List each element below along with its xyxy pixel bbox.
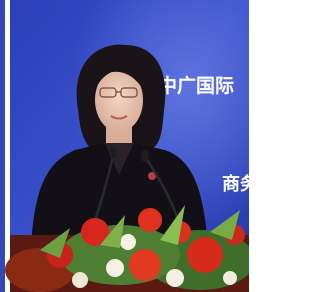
photo: 中广国际 商务: [0, 0, 249, 292]
page: 中广国际 商务: [0, 0, 249, 292]
border: [5, 0, 10, 292]
side-strip: [0, 0, 5, 292]
mic-head: [109, 147, 117, 159]
banner-text: 商务: [222, 173, 249, 195]
banner-text: 中广国际: [158, 74, 234, 97]
mic-head: [141, 150, 149, 162]
